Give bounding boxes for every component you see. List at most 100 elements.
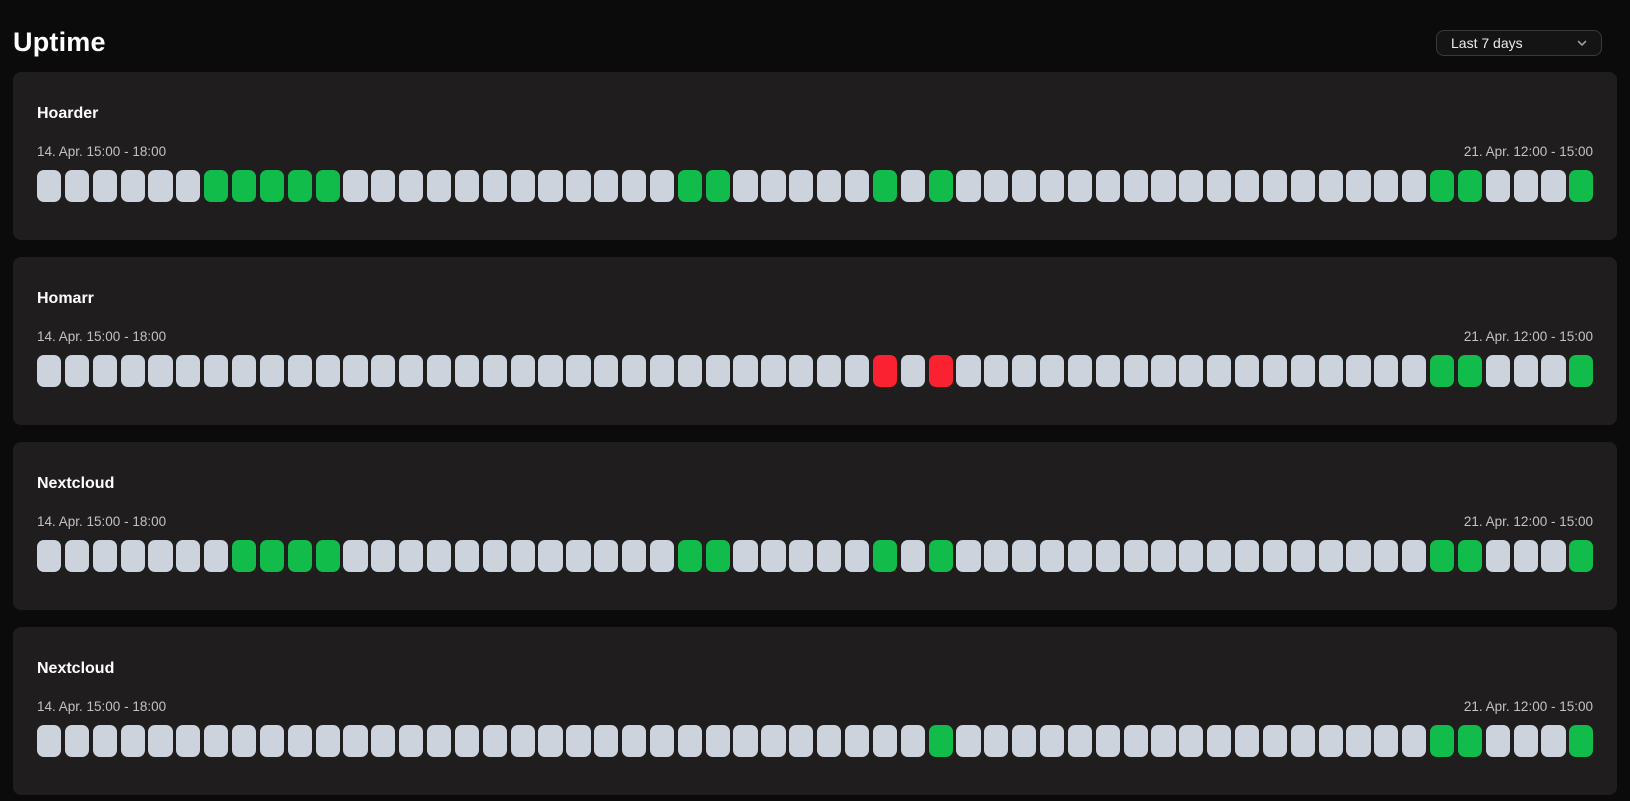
- uptime-cell-unknown: [1318, 170, 1343, 202]
- uptime-cell-unknown: [454, 170, 480, 202]
- uptime-cell-unknown: [37, 725, 62, 757]
- uptime-cell-up: [232, 170, 257, 202]
- uptime-cell-up: [677, 540, 702, 572]
- uptime-cell-unknown: [259, 725, 285, 757]
- uptime-cell-unknown: [1541, 170, 1566, 202]
- uptime-cell-unknown: [371, 540, 396, 572]
- uptime-cell-unknown: [1207, 540, 1232, 572]
- uptime-cell-unknown: [1513, 355, 1538, 387]
- uptime-cell-unknown: [1346, 170, 1371, 202]
- uptime-cell-unknown: [817, 540, 842, 572]
- uptime-cell-unknown: [343, 355, 368, 387]
- uptime-cell-up: [928, 540, 953, 572]
- uptime-cell-up: [1457, 725, 1482, 757]
- monitor-title: Nextcloud: [37, 660, 115, 677]
- uptime-cell-unknown: [956, 170, 981, 202]
- uptime-cell-unknown: [399, 540, 424, 572]
- uptime-cell-unknown: [789, 355, 814, 387]
- monitor-title: Hoarder: [37, 105, 99, 122]
- uptime-cell-unknown: [1402, 540, 1427, 572]
- uptime-cell-unknown: [538, 540, 563, 572]
- uptime-cell-unknown: [649, 725, 675, 757]
- uptime-cell-unknown: [482, 355, 507, 387]
- uptime-cell-up: [1569, 170, 1594, 202]
- uptime-cell-unknown: [677, 355, 702, 387]
- uptime-cell-unknown: [259, 355, 285, 387]
- uptime-cell-unknown: [510, 725, 535, 757]
- range-start-label: 14. Apr. 15:00 - 18:00: [37, 514, 167, 529]
- uptime-cell-unknown: [1151, 540, 1176, 572]
- uptime-cell-unknown: [120, 355, 145, 387]
- uptime-cell-up: [315, 540, 340, 572]
- uptime-cell-unknown: [594, 170, 619, 202]
- uptime-cell-unknown: [1485, 540, 1510, 572]
- uptime-cell-unknown: [176, 170, 201, 202]
- uptime-cell-unknown: [956, 540, 981, 572]
- range-end-label: 21. Apr. 12:00 - 15:00: [1463, 329, 1593, 344]
- uptime-cell-unknown: [984, 170, 1009, 202]
- uptime-cell-unknown: [1402, 355, 1427, 387]
- uptime-cell-unknown: [92, 170, 117, 202]
- uptime-cell-unknown: [427, 540, 452, 572]
- uptime-cell-up: [872, 540, 897, 572]
- uptime-cell-up: [204, 170, 229, 202]
- uptime-cell-unknown: [1012, 170, 1037, 202]
- uptime-cell-unknown: [176, 355, 201, 387]
- uptime-cell-up: [315, 170, 340, 202]
- range-end-label: 21. Apr. 12:00 - 15:00: [1463, 514, 1593, 529]
- uptime-cells-row: [37, 540, 1594, 572]
- uptime-cell-unknown: [900, 355, 925, 387]
- uptime-cell-up: [259, 540, 285, 572]
- uptime-cell-unknown: [956, 725, 981, 757]
- uptime-cell-unknown: [1402, 170, 1427, 202]
- uptime-cell-up: [1429, 725, 1455, 757]
- uptime-cell-unknown: [343, 540, 368, 572]
- uptime-cell-unknown: [1346, 355, 1371, 387]
- uptime-cell-unknown: [1039, 355, 1065, 387]
- uptime-cell-unknown: [1151, 170, 1176, 202]
- uptime-cell-unknown: [315, 355, 340, 387]
- uptime-cell-unknown: [705, 725, 730, 757]
- uptime-cell-unknown: [844, 725, 870, 757]
- uptime-cell-unknown: [1234, 355, 1260, 387]
- uptime-cell-unknown: [454, 725, 480, 757]
- uptime-cell-up: [1569, 540, 1594, 572]
- uptime-cell-unknown: [872, 725, 897, 757]
- uptime-cell-unknown: [900, 725, 925, 757]
- uptime-cell-unknown: [622, 170, 647, 202]
- date-range-row: 14. Apr. 15:00 - 18:00 21. Apr. 12:00 - …: [37, 330, 1593, 344]
- uptime-cell-unknown: [120, 170, 145, 202]
- uptime-cell-unknown: [1095, 540, 1120, 572]
- uptime-cell-unknown: [399, 170, 424, 202]
- time-range-value: Last 7 days: [1451, 34, 1523, 51]
- uptime-cells-row: [37, 355, 1594, 387]
- uptime-cell-unknown: [984, 540, 1009, 572]
- uptime-cell-unknown: [1123, 170, 1148, 202]
- uptime-cell-unknown: [510, 170, 535, 202]
- uptime-cells-row: [37, 725, 1594, 757]
- uptime-cell-unknown: [1374, 540, 1399, 572]
- uptime-cell-unknown: [1067, 170, 1092, 202]
- uptime-cell-unknown: [1374, 725, 1399, 757]
- uptime-cell-unknown: [1513, 170, 1538, 202]
- uptime-cell-unknown: [1179, 170, 1204, 202]
- range-start-label: 14. Apr. 15:00 - 18:00: [37, 144, 167, 159]
- uptime-cell-unknown: [789, 170, 814, 202]
- uptime-cell-unknown: [566, 540, 591, 572]
- uptime-cell-unknown: [37, 355, 62, 387]
- uptime-cell-up: [259, 170, 285, 202]
- uptime-cell-unknown: [204, 355, 229, 387]
- uptime-cell-unknown: [677, 725, 702, 757]
- time-range-select[interactable]: Last 7 days: [1436, 29, 1602, 56]
- uptime-cell-unknown: [1179, 725, 1204, 757]
- uptime-cell-unknown: [343, 725, 368, 757]
- uptime-cell-unknown: [1179, 540, 1204, 572]
- uptime-cell-unknown: [761, 725, 786, 757]
- uptime-cell-unknown: [1541, 540, 1566, 572]
- uptime-cell-unknown: [1541, 725, 1566, 757]
- monitor-title: Nextcloud: [37, 475, 115, 492]
- uptime-cell-unknown: [1234, 170, 1260, 202]
- uptime-cell-up: [232, 540, 257, 572]
- uptime-cell-up: [1457, 170, 1482, 202]
- uptime-cell-unknown: [817, 170, 842, 202]
